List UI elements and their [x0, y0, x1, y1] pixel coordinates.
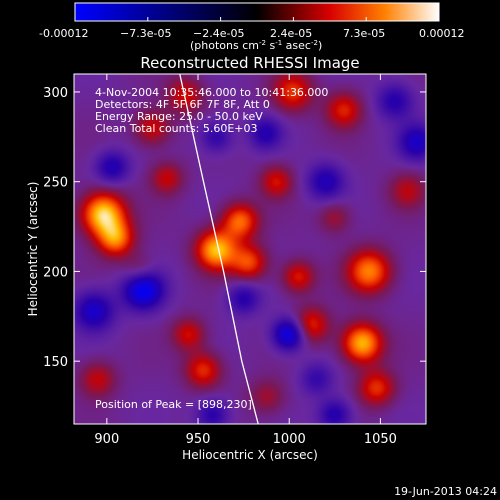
colorbar-tick-label: −2.4e-05 [193, 27, 244, 40]
heatmap-image [74, 74, 426, 424]
y-tick-label: 300 [43, 86, 68, 101]
x-axis-label: Heliocentric X (arcsec) [182, 448, 318, 462]
colorbar-frame [74, 2, 440, 22]
axis-ticks: 900 950 1000 1050 150 200 250 300 [43, 74, 426, 447]
colorbar-tick-label: 7.3e-05 [343, 27, 385, 40]
colorbar-tick-label: 0.00012 [419, 27, 465, 40]
x-tick-label: 900 [94, 432, 119, 447]
colorbar-gradient [75, 3, 439, 21]
plot-frame [73, 73, 427, 425]
x-tick-label: 1050 [364, 432, 397, 447]
solar-limb-curve [179, 74, 259, 424]
annotation-block: 4-Nov-2004 10:35:46.000 to 10:41:36.000 … [95, 86, 328, 135]
y-tick-label: 250 [43, 176, 68, 191]
colorbar: -0.00012 −7.3e-05 −2.4e-05 2.4e-05 7.3e-… [39, 2, 465, 52]
chart-title: Reconstructed RHESSI Image [140, 54, 359, 72]
colorbar-tick-label: -0.00012 [39, 27, 88, 40]
x-tick-label: 1000 [273, 432, 306, 447]
annotation-detectors: Detectors: 4F 5F 6F 7F 8F, Att 0 [95, 98, 270, 111]
annotation-time-range: 4-Nov-2004 10:35:46.000 to 10:41:36.000 [95, 86, 328, 99]
footer-timestamp: 19-Jun-2013 04:24 [394, 485, 497, 498]
peak-position-label: Position of Peak = [898,230] [95, 398, 252, 411]
x-tick-label: 950 [186, 432, 211, 447]
annotation-clean-counts: Clean Total counts: 5.60E+03 [95, 122, 258, 135]
y-axis-label: Heliocentric Y (arcsec) [26, 182, 40, 317]
y-tick-label: 150 [43, 355, 68, 370]
annotation-energy-range: Energy Range: 25.0 - 50.0 keV [95, 110, 263, 123]
colorbar-tick-label: −7.3e-05 [120, 27, 171, 40]
colorbar-units-label: (photons cm-2 s-1 asec-2) [190, 39, 322, 52]
y-tick-label: 200 [43, 265, 68, 280]
colorbar-tick-label: 2.4e-05 [270, 27, 312, 40]
